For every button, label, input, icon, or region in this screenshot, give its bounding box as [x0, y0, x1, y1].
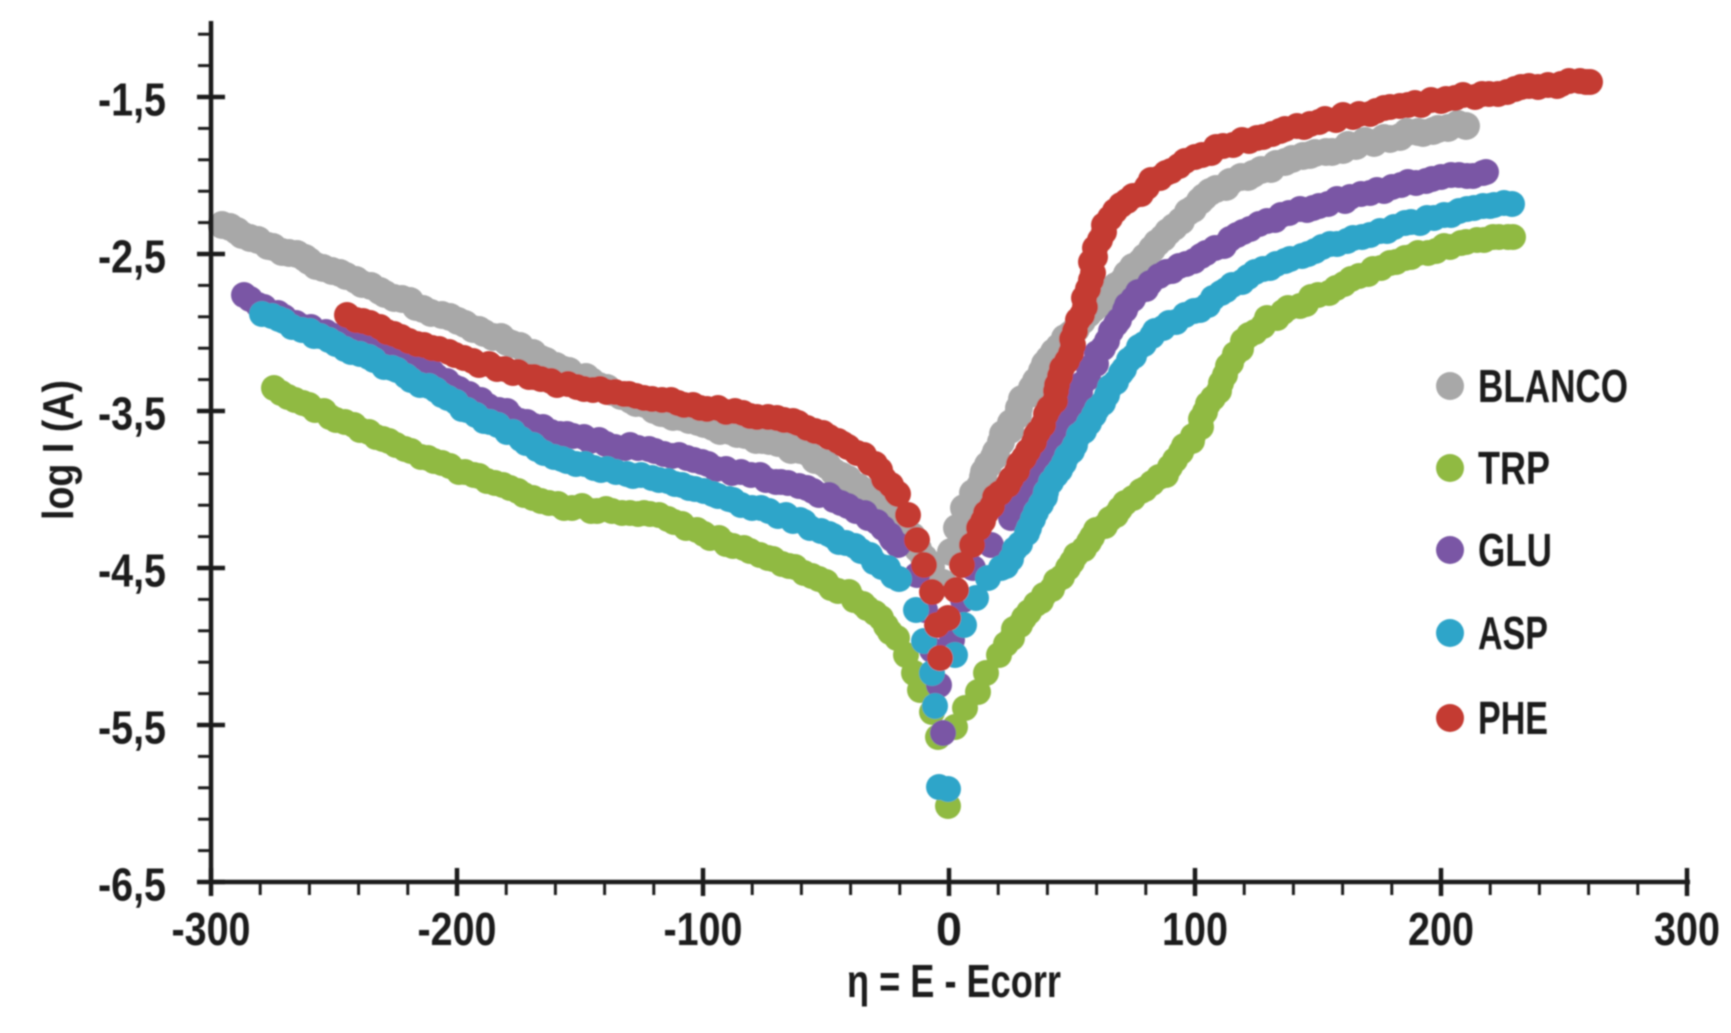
- svg-text:GLU: GLU: [1478, 524, 1552, 576]
- svg-text:log I (A): log I (A): [34, 380, 83, 520]
- svg-text:300: 300: [1654, 903, 1720, 955]
- svg-text:TRP: TRP: [1478, 442, 1550, 494]
- svg-text:-4,5: -4,5: [98, 545, 166, 597]
- svg-text:-5,5: -5,5: [98, 702, 166, 754]
- svg-text:-6,5: -6,5: [98, 859, 166, 911]
- svg-text:-2,5: -2,5: [98, 231, 166, 283]
- svg-text:PHE: PHE: [1478, 692, 1548, 744]
- svg-text:0: 0: [936, 903, 962, 955]
- svg-text:-3,5: -3,5: [98, 388, 166, 440]
- svg-text:200: 200: [1408, 903, 1474, 955]
- svg-text:ASP: ASP: [1478, 607, 1548, 659]
- svg-text:100: 100: [1162, 903, 1228, 955]
- svg-text:BLANCO: BLANCO: [1478, 360, 1628, 412]
- svg-text:-200: -200: [418, 903, 497, 955]
- svg-text:-300: -300: [172, 903, 251, 955]
- svg-text:-1,5: -1,5: [98, 74, 166, 126]
- svg-text:-100: -100: [664, 903, 743, 955]
- svg-text:η = E - Ecorr: η = E - Ecorr: [847, 955, 1061, 1007]
